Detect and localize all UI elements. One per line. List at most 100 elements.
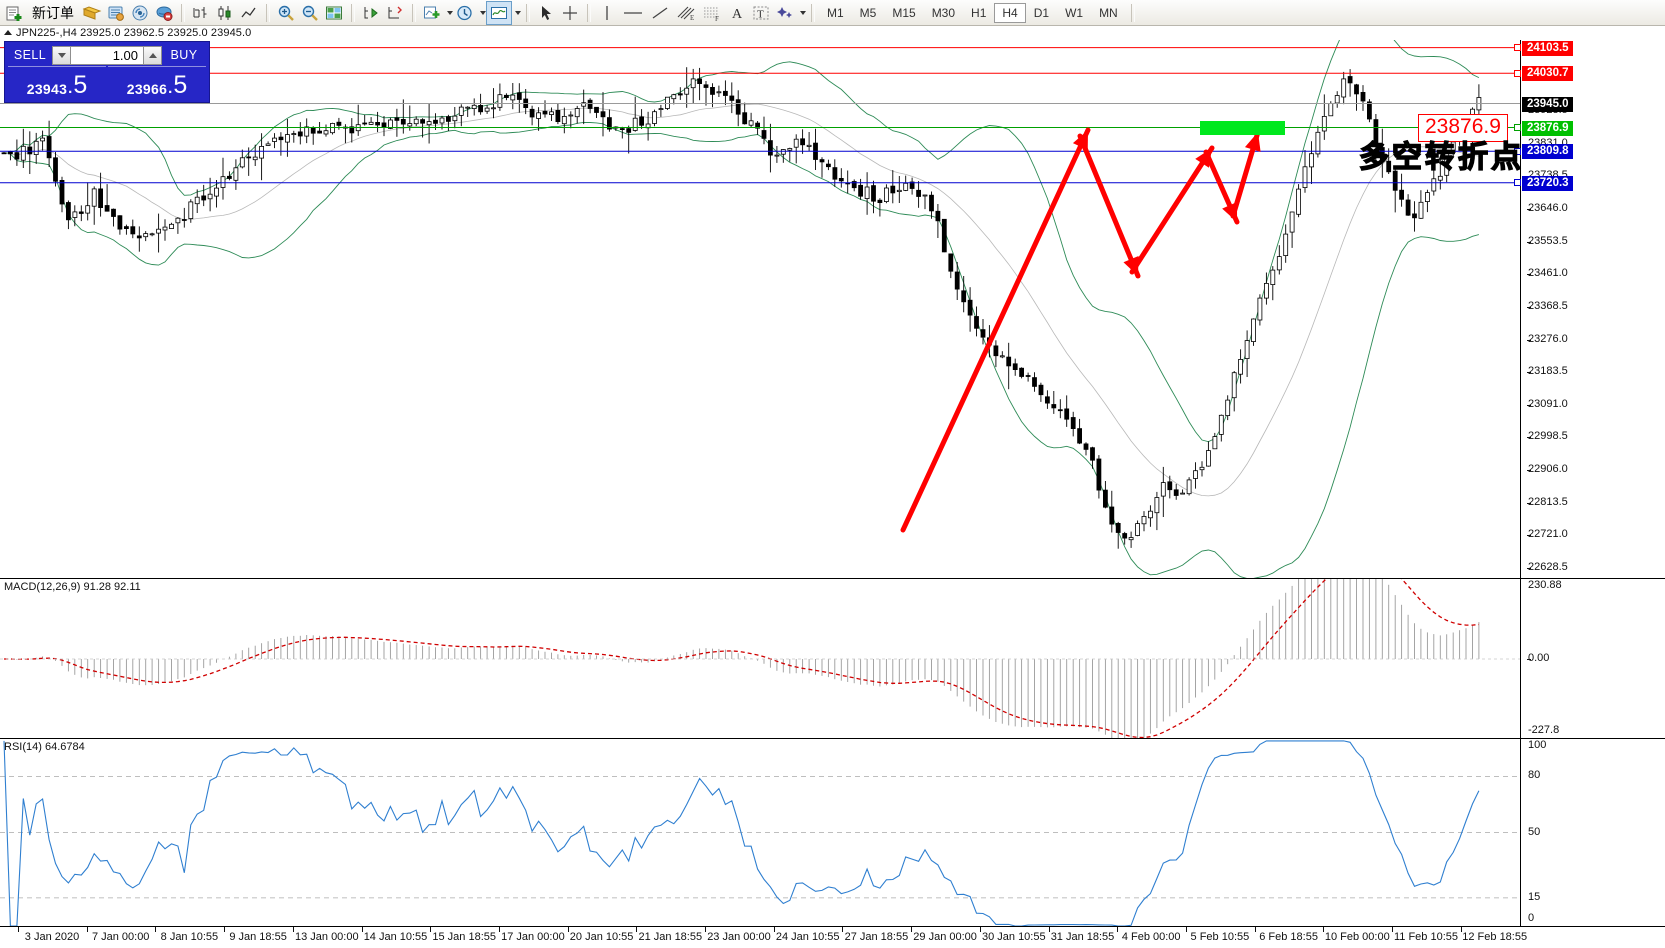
autotrading-icon[interactable] — [152, 1, 176, 25]
price-pane[interactable]: 24016.023923.523831.023738.523646.023553… — [0, 40, 1665, 578]
macd-plot-area[interactable] — [0, 579, 1665, 738]
trade-panel-quotes: 23943 . 5 23966 . 5 — [5, 66, 209, 102]
collapse-triangle-icon[interactable] — [4, 30, 12, 36]
lot-size-input[interactable]: 1.00 — [71, 45, 143, 65]
timeframe-h1[interactable]: H1 — [971, 5, 987, 20]
time-tick-mark — [1048, 927, 1050, 932]
sell-button[interactable]: SELL — [13, 48, 47, 62]
buy-price-quote[interactable]: 23966 . 5 — [108, 66, 206, 99]
period-icon[interactable] — [453, 1, 477, 25]
price-tick: 22628.5 — [1527, 560, 1568, 573]
one-click-trading-panel[interactable]: SELL 1.00 BUY 23943 . 5 23966 . 5 — [4, 41, 210, 103]
lot-increase-button[interactable] — [143, 45, 162, 65]
auto-scroll-icon[interactable] — [359, 1, 383, 25]
main-toolbar: 新订单 — [0, 0, 1665, 26]
macd-tick: 230.88 — [1528, 579, 1562, 591]
chinese-annotation-text: 多空转折点 — [1358, 140, 1524, 175]
sell-price-integer: 23943 — [26, 81, 68, 97]
price-level-tag-resistance[interactable]: 24103.5 — [1522, 40, 1573, 56]
price-scale[interactable]: 24016.023923.523831.023738.523646.023553… — [1520, 40, 1665, 578]
templates-dropdown-caret[interactable] — [515, 10, 521, 15]
price-level-tag-support-green[interactable]: 23876.9 — [1522, 120, 1573, 136]
text-label-icon[interactable]: A — [725, 1, 749, 25]
price-line-handle[interactable] — [1514, 44, 1521, 52]
time-axis-label: 23 Jan 00:00 — [707, 931, 771, 943]
price-callout-23876[interactable]: 23876.9 — [1418, 113, 1508, 142]
zoom-in-icon[interactable] — [274, 1, 298, 25]
price-level-tag-last-price[interactable]: 23945.0 — [1522, 96, 1573, 112]
equidistant-channel-icon[interactable]: E — [673, 1, 699, 25]
rsi-pane[interactable]: RSI(14) 64.6784 100 80 50 15 0 — [0, 738, 1665, 926]
price-line-handle[interactable] — [1514, 179, 1521, 187]
time-tick-mark — [361, 927, 363, 932]
macd-label: MACD(12,26,9) 91.28 92.11 — [4, 581, 141, 593]
time-tick-mark — [911, 927, 913, 932]
time-tick-mark — [430, 927, 432, 932]
timeframe-mn[interactable]: MN — [1099, 5, 1118, 20]
time-tick-mark — [705, 927, 706, 932]
macd-pane[interactable]: MACD(12,26,9) 91.28 92.11 230.88 0.00 -227… — [0, 578, 1665, 738]
timeframe-m15[interactable]: M15 — [892, 5, 916, 20]
timeframe-h4[interactable]: H4 — [994, 2, 1026, 23]
rsi-plot-area[interactable] — [0, 739, 1665, 926]
toolbar-separator — [1129, 3, 1136, 23]
bar-chart-icon[interactable] — [189, 1, 213, 25]
time-tick-mark — [567, 927, 569, 932]
lot-decrease-button[interactable] — [52, 45, 71, 65]
timeframe-m1[interactable]: M1 — [827, 5, 844, 20]
time-tick-mark — [1117, 927, 1119, 932]
candlestick-chart-icon[interactable] — [213, 1, 237, 25]
time-axis[interactable]: 3 Jan 2020 7 Jan 00:00 8 Jan 10:55 9 Jan 18… — [0, 926, 1665, 948]
vertical-line-icon[interactable] — [595, 1, 619, 25]
crosshair-icon[interactable] — [558, 1, 582, 25]
time-tick-mark — [842, 927, 844, 932]
buy-button[interactable]: BUY — [170, 48, 198, 62]
line-chart-icon[interactable] — [237, 1, 261, 25]
signals-icon[interactable] — [128, 1, 152, 25]
price-line-handle[interactable] — [1514, 69, 1521, 77]
timeframe-m30[interactable]: M30 — [931, 5, 956, 20]
horizontal-line-icon[interactable] — [619, 1, 647, 25]
fibonacci-icon[interactable]: F — [699, 1, 725, 25]
sell-price-quote[interactable]: 23943 . 5 — [8, 66, 106, 99]
time-tick-mark — [1254, 927, 1256, 932]
rsi-tick: 15 — [1528, 890, 1541, 903]
price-candles — [0, 40, 1520, 578]
folder-icon[interactable] — [80, 1, 104, 25]
zoom-out-icon[interactable] — [298, 1, 322, 25]
period-dropdown-caret[interactable] — [480, 10, 486, 15]
time-tick-mark — [636, 927, 638, 932]
price-line-handle[interactable] — [1514, 147, 1521, 155]
timeframe-w1[interactable]: W1 — [1065, 5, 1084, 20]
timeframe-d1[interactable]: D1 — [1033, 5, 1050, 20]
cursor-icon[interactable] — [534, 1, 558, 25]
indicators-dropdown-caret[interactable] — [447, 10, 453, 15]
macd-series — [0, 579, 1520, 738]
price-line-handle[interactable] — [1514, 124, 1521, 131]
text-box-icon[interactable]: T — [749, 1, 773, 25]
timeframe-m5[interactable]: M5 — [859, 5, 877, 20]
time-axis-label: 4 Feb 00:00 — [1121, 931, 1181, 943]
new-order-label[interactable]: 新订单 — [32, 4, 74, 21]
time-axis-label: 7 Jan 00:00 — [91, 931, 150, 943]
price-level-tag-support-blue[interactable]: 23809.8 — [1522, 144, 1573, 160]
macd-tick: -227.8 — [1528, 724, 1560, 736]
time-axis-label: 24 Jan 10:55 — [775, 931, 840, 943]
shapes-dropdown-caret[interactable] — [800, 10, 806, 15]
price-level-tag-support-blue[interactable]: 23720.3 — [1522, 175, 1573, 191]
price-plot-area[interactable] — [0, 40, 1665, 578]
tile-windows-icon[interactable] — [322, 1, 346, 25]
price-level-tag-resistance[interactable]: 24030.7 — [1522, 66, 1573, 82]
indicators-icon[interactable] — [420, 1, 444, 25]
price-tick: 22998.5 — [1527, 430, 1568, 443]
toolbar-separator — [585, 3, 592, 23]
chart-shift-icon[interactable] — [383, 1, 407, 25]
expert-advisors-icon[interactable] — [104, 1, 128, 25]
shapes-icon[interactable] — [773, 1, 797, 25]
time-tick-mark — [1460, 927, 1462, 932]
buy-price-fraction: 5 — [173, 71, 188, 99]
time-axis-label: 13 Jan 00:00 — [294, 931, 359, 943]
templates-icon[interactable] — [486, 0, 512, 25]
trendline-icon[interactable] — [647, 1, 673, 25]
new-order-button[interactable] — [2, 1, 26, 25]
